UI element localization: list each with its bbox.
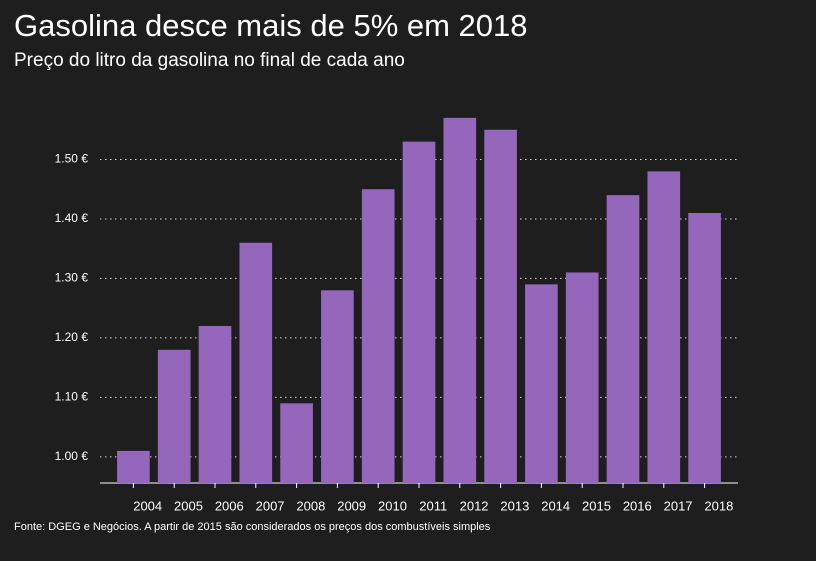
bar (443, 117, 477, 483)
x-tick-label: 2016 (623, 498, 652, 513)
x-tick-label: 2006 (215, 498, 244, 513)
bar (525, 284, 558, 483)
x-tick-label: 2008 (296, 498, 325, 513)
source-note: Fonte: DGEG e Negócios. A partir de 2015… (14, 521, 491, 533)
x-tick-label: 2013 (500, 498, 529, 513)
x-tick-label: 2005 (174, 498, 203, 513)
bar (117, 450, 150, 483)
x-tick-label: 2014 (541, 498, 570, 513)
x-tick-label: 2004 (133, 498, 162, 513)
x-tick-label: 2011 (419, 498, 447, 513)
bar (198, 325, 232, 483)
x-tick-label: 2015 (582, 498, 611, 513)
x-tick-label: 2007 (256, 498, 285, 513)
bar (688, 212, 721, 483)
chart-title: Gasolina desce mais de 5% em 2018 (14, 8, 528, 43)
bar (321, 290, 354, 483)
bar (647, 171, 681, 483)
bar (606, 195, 640, 483)
x-tick-label: 2012 (460, 498, 489, 513)
x-tick-label: 2017 (664, 498, 693, 513)
y-tick-label: 1.20 € (55, 330, 89, 344)
x-tick-label: 2018 (704, 498, 733, 513)
y-tick-label: 1.30 € (55, 271, 89, 285)
y-tick-label: 1.10 € (55, 390, 89, 404)
bar (239, 242, 273, 483)
bar (402, 141, 436, 483)
bar (157, 349, 191, 483)
bar (361, 189, 395, 483)
x-tick-label: 2009 (337, 498, 366, 513)
x-tick-label: 2010 (378, 498, 407, 513)
y-tick-label: 1.40 € (55, 211, 89, 225)
chart-subtitle: Preço do litro da gasolina no final de c… (14, 50, 405, 71)
bar (280, 403, 313, 483)
bar (484, 129, 517, 483)
y-tick-label: 1.50 € (55, 152, 89, 166)
bar (565, 272, 599, 483)
y-tick-label: 1.00 € (55, 449, 89, 463)
